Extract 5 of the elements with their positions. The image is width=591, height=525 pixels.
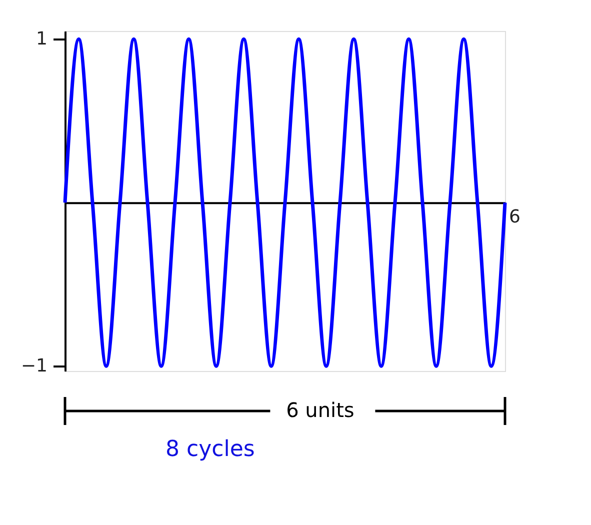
- y-tick-label: −1: [20, 356, 48, 377]
- text: 8 cycles: [166, 437, 255, 462]
- text: 6: [509, 206, 520, 228]
- text: 6 units: [286, 398, 354, 422]
- y-tick-label: 1: [36, 28, 48, 50]
